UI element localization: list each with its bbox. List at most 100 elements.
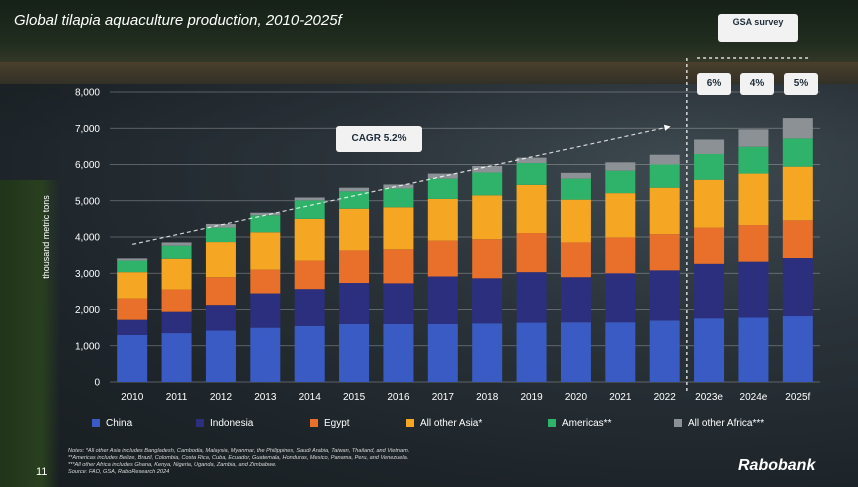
bar-segment bbox=[294, 218, 325, 261]
bar-segment bbox=[205, 223, 236, 228]
bar-segment bbox=[117, 319, 148, 335]
bar-segment bbox=[649, 270, 680, 321]
bar-segment bbox=[117, 298, 148, 320]
x-tick-label: 2023e bbox=[695, 392, 723, 403]
bar-segment bbox=[738, 146, 769, 174]
chart-title: Global tilapia aquaculture production, 2… bbox=[14, 12, 342, 29]
bar-segment bbox=[294, 197, 325, 201]
bar-segment bbox=[294, 200, 325, 219]
bar-segment bbox=[738, 129, 769, 147]
cagr-trend-line bbox=[132, 125, 671, 245]
y-tick-label: 1,000 bbox=[75, 341, 100, 352]
bar-segment bbox=[383, 188, 414, 208]
bar-segment bbox=[427, 324, 458, 382]
x-tick-label: 2024e bbox=[740, 392, 768, 403]
bar-segment bbox=[250, 327, 281, 382]
bar-segment bbox=[250, 232, 281, 270]
y-tick-label: 3,000 bbox=[75, 269, 100, 280]
bar-segment bbox=[738, 173, 769, 226]
bar-segment bbox=[205, 330, 236, 382]
bar-segment bbox=[649, 154, 680, 165]
bar-segment bbox=[427, 198, 458, 241]
bar-segment bbox=[560, 199, 591, 243]
legend-item-other-asia: All other Asia* bbox=[406, 418, 482, 429]
bar-segment bbox=[117, 272, 148, 299]
bar-segment bbox=[605, 162, 636, 171]
bar-segment bbox=[472, 172, 503, 196]
bar-segment bbox=[694, 139, 725, 154]
bar-segment bbox=[560, 172, 591, 179]
footnote-africa: ***All other Africa includes Ghana, Keny… bbox=[68, 462, 277, 468]
bar-segment bbox=[605, 193, 636, 238]
bar-segment bbox=[694, 227, 725, 264]
x-tick-label: 2019 bbox=[520, 392, 543, 403]
bar-segment bbox=[117, 258, 148, 261]
bar-segment bbox=[427, 178, 458, 199]
y-tick-label: 5,000 bbox=[75, 196, 100, 207]
bar-segment bbox=[694, 263, 725, 319]
y-axis-label: thousand metric tons bbox=[41, 195, 51, 279]
bar-segment bbox=[738, 225, 769, 262]
x-tick-label: 2010 bbox=[121, 392, 144, 403]
bar-segment bbox=[383, 249, 414, 284]
bar-segment bbox=[516, 157, 547, 164]
bar-segment bbox=[782, 166, 813, 221]
bar-segment bbox=[161, 311, 192, 334]
legend-item-indonesia: Indonesia bbox=[196, 418, 253, 429]
bar-segment bbox=[472, 323, 503, 382]
bar-segment bbox=[117, 334, 148, 382]
bar-segment bbox=[560, 322, 591, 382]
bar-segment bbox=[205, 227, 236, 243]
legend-label: All other Asia* bbox=[420, 418, 483, 429]
y-tick-label: 7,000 bbox=[75, 124, 100, 135]
x-tick-label: 2013 bbox=[254, 392, 277, 403]
bar-segment bbox=[605, 273, 636, 323]
footnote-asia: Notes: *All other Asia includes Banglade… bbox=[68, 448, 410, 454]
x-tick-label: 2025f bbox=[785, 392, 810, 403]
bar-segment bbox=[649, 320, 680, 382]
bar-segment bbox=[383, 324, 414, 382]
x-tick-label: 2017 bbox=[432, 392, 455, 403]
bar-segment bbox=[472, 195, 503, 240]
growth-label-2023e: 6% bbox=[697, 73, 731, 95]
bar-segment bbox=[694, 179, 725, 228]
bar-segment bbox=[560, 242, 591, 278]
bar-segment bbox=[472, 165, 503, 173]
legend-label: All other Africa*** bbox=[688, 418, 765, 429]
rabobank-logo: Rabobank bbox=[738, 457, 816, 474]
x-tick-label: 2021 bbox=[609, 392, 632, 403]
bar-segment bbox=[383, 283, 414, 324]
bar-segment bbox=[516, 163, 547, 185]
bar-segment bbox=[161, 242, 192, 246]
bar-segment bbox=[516, 322, 547, 382]
page-number: 11 bbox=[36, 466, 48, 478]
bar-segment bbox=[782, 138, 813, 167]
legend-label: Indonesia bbox=[210, 418, 254, 429]
bar-segment bbox=[605, 170, 636, 194]
x-tick-label: 2018 bbox=[476, 392, 499, 403]
bar-segment bbox=[605, 237, 636, 274]
cagr-label: CAGR 5.2% bbox=[336, 126, 422, 152]
x-tick-label: 2016 bbox=[387, 392, 410, 403]
y-tick-label: 2,000 bbox=[75, 305, 100, 316]
legend-swatch bbox=[548, 419, 556, 428]
x-tick-label: 2014 bbox=[299, 392, 322, 403]
bar-segment bbox=[560, 277, 591, 323]
legend-item-china: China bbox=[92, 418, 132, 429]
bar-segment bbox=[782, 258, 813, 317]
y-tick-label: 4,000 bbox=[75, 233, 100, 244]
bar-segment bbox=[250, 293, 281, 328]
legend-swatch bbox=[674, 419, 682, 428]
footnote-americas: **Americas includes Belize, Brazil, Colo… bbox=[68, 455, 409, 461]
legend-swatch bbox=[196, 419, 204, 428]
bar-segment bbox=[472, 239, 503, 279]
bar-segment bbox=[649, 234, 680, 271]
x-tick-label: 2012 bbox=[210, 392, 233, 403]
bar-segment bbox=[560, 178, 591, 200]
bar-segment bbox=[339, 324, 370, 382]
growth-label-2024e: 4% bbox=[740, 73, 774, 95]
y-tick-label: 8,000 bbox=[75, 88, 100, 99]
legend-label: China bbox=[106, 418, 133, 429]
x-tick-label: 2015 bbox=[343, 392, 366, 403]
